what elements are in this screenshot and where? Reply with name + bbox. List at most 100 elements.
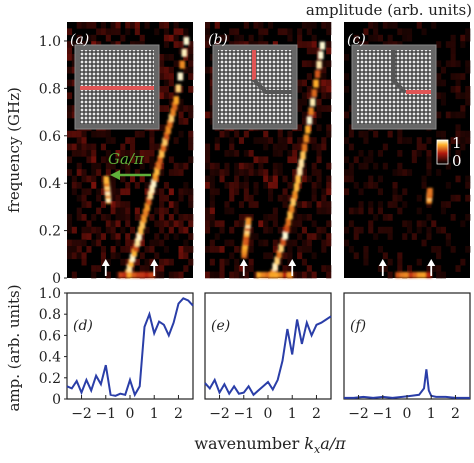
heatmap-cell <box>205 162 211 170</box>
heatmap-cell <box>105 28 111 36</box>
heatmap-cell <box>344 137 350 144</box>
heatmap-cell <box>229 194 235 202</box>
excitation-markers <box>239 259 297 276</box>
heatmap-cell <box>306 246 312 253</box>
heatmap-cell <box>67 214 73 221</box>
heatmap-cell <box>188 156 194 164</box>
heatmap-cell <box>465 175 471 183</box>
heatmap-cell <box>263 137 269 144</box>
heatmap-cell <box>67 66 73 74</box>
heatmap-cell <box>159 201 165 208</box>
heatmap-cell <box>268 214 274 221</box>
heatmap-cell <box>321 79 327 87</box>
heatmap-cell <box>321 73 327 80</box>
heatmap-cell <box>91 182 97 189</box>
heatmap-cell <box>358 150 364 157</box>
up-arrow-icon <box>150 259 159 266</box>
heatmap-cell <box>268 188 274 196</box>
heatmap-cell <box>326 130 332 138</box>
heatmap-cell <box>96 239 102 247</box>
heatmap-cell <box>306 271 312 279</box>
up-arrow-icon <box>427 259 436 266</box>
heatmap-cell <box>205 182 211 189</box>
heatmap-cell <box>248 239 254 247</box>
heatmap-cell <box>297 201 303 208</box>
heatmap-cell <box>125 207 131 215</box>
heatmap-cell <box>243 175 249 183</box>
heatmap-cell <box>209 169 215 176</box>
heatmap-cell <box>125 201 131 208</box>
heatmap-cell <box>159 66 165 74</box>
heatmap-cell <box>373 28 379 36</box>
heatmap-cell <box>214 162 220 170</box>
heatmap-cell <box>163 66 169 74</box>
heatmap-cell <box>402 233 408 240</box>
heatmap-cell <box>214 233 220 240</box>
heatmap-cell <box>205 34 211 42</box>
heatmap-cell <box>183 28 189 36</box>
heatmap-cell <box>326 28 332 36</box>
heatmap-ridge-segment <box>162 137 168 146</box>
heatmap-cell <box>316 182 322 189</box>
heatmap-ridge-segment <box>147 191 154 199</box>
heatmap-cell <box>163 233 169 240</box>
heatmap-cell <box>209 73 215 80</box>
heatmap-cell <box>154 271 160 279</box>
heatmap-cell <box>125 22 131 29</box>
heatmap-cell <box>373 34 379 42</box>
heatmap-cell <box>173 169 179 176</box>
heatmap-cell <box>149 258 155 266</box>
heatmap-cell <box>81 130 87 138</box>
heatmap-cell <box>402 188 408 196</box>
magnonic-lattice-icon <box>351 44 437 130</box>
heatmap-cell <box>455 130 461 138</box>
heatmap-cell <box>110 182 116 189</box>
heatmap-cell <box>178 188 184 196</box>
heatmap-cell <box>183 226 189 234</box>
y-tick-label: 0.4 <box>39 176 61 192</box>
heatmap-cell <box>321 143 327 151</box>
heatmap-cell <box>178 111 184 119</box>
heatmap-cell <box>209 111 215 119</box>
heatmap-cell <box>268 226 274 234</box>
heatmap-cell <box>387 34 393 42</box>
heatmap-cell <box>134 28 140 36</box>
heatmap-cell <box>219 130 225 138</box>
heatmap-cell <box>402 137 408 144</box>
heatmap-cell <box>416 226 422 234</box>
heatmap-cell <box>173 233 179 240</box>
heatmap-ridge-segment <box>313 79 319 88</box>
heatmap-cell <box>272 207 278 215</box>
heatmap-cell <box>353 182 359 189</box>
heatmap-cell <box>397 169 403 176</box>
heatmap-cell <box>67 111 73 119</box>
heatmap-cell <box>81 175 87 183</box>
heatmap-cell <box>297 41 303 48</box>
heatmap-cell <box>450 41 456 48</box>
heatmap-cell <box>248 246 254 253</box>
heatmap-cell <box>292 156 298 164</box>
heatmap-cell <box>120 143 126 151</box>
heatmap-cell <box>100 182 106 189</box>
y-tick-label: 0.4 <box>39 350 61 366</box>
heatmap-cell <box>91 175 97 183</box>
heatmap-ridge-segment <box>103 176 109 184</box>
heatmap-cell <box>229 207 235 215</box>
heatmap-cell <box>205 111 211 119</box>
heatmap-cell <box>173 220 179 228</box>
heatmap-cell <box>311 220 317 228</box>
heatmap-cell <box>154 233 160 240</box>
heatmap-cell <box>263 182 269 189</box>
heatmap-cell <box>163 34 169 42</box>
heatmap-cell <box>348 175 354 183</box>
heatmap-cell <box>81 239 87 247</box>
heatmap-cell <box>173 60 179 68</box>
heatmap-cell <box>209 258 215 266</box>
excitation-markers <box>101 259 159 276</box>
heatmap-cell <box>234 150 240 157</box>
heatmap-cell <box>440 226 446 234</box>
heatmap-cell <box>115 271 121 279</box>
heatmap-cell <box>205 150 211 157</box>
heatmap-cell <box>268 137 274 144</box>
heatmap-cell <box>81 258 87 266</box>
